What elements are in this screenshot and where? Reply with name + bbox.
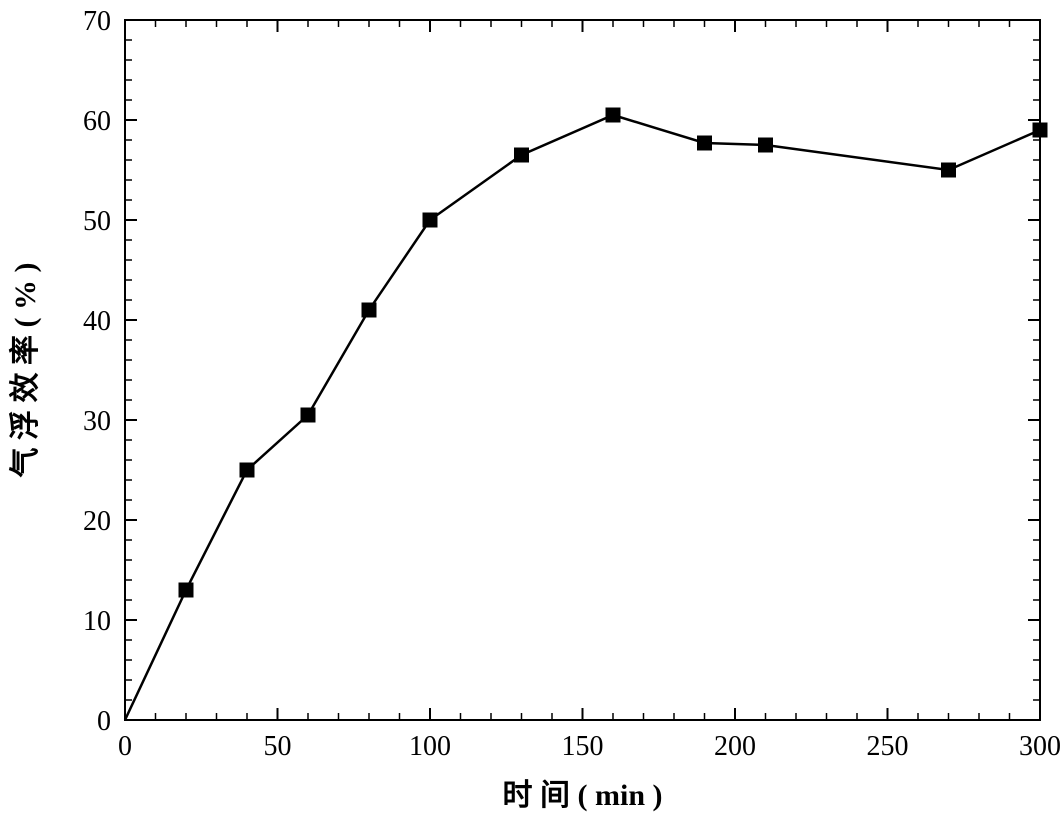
efficiency-vs-time-chart: 0 50 100 150 200 250 300 0 10 20 30 40 50 60 70 时 间 ( m…	[0, 0, 1063, 826]
data-marker	[759, 138, 773, 152]
y-tick-label: 70	[83, 6, 111, 37]
data-marker	[606, 108, 620, 122]
data-marker	[423, 213, 437, 227]
y-tick-label: 50	[83, 206, 111, 237]
y-tick-label: 60	[83, 106, 111, 137]
x-tick-label: 0	[118, 731, 132, 762]
y-tick-label: 10	[83, 606, 111, 637]
data-marker	[179, 583, 193, 597]
y-axis-title: 气 浮 效 率 ( % )	[9, 263, 42, 478]
x-tick-label: 200	[714, 731, 756, 762]
data-marker	[362, 303, 376, 317]
data-marker	[240, 463, 254, 477]
x-axis-title: 时 间 ( min )	[503, 779, 663, 812]
data-marker	[698, 136, 712, 150]
y-tick-label: 40	[83, 306, 111, 337]
y-tick-label: 20	[83, 506, 111, 537]
data-marker	[1033, 123, 1047, 137]
plot-frame	[125, 20, 1040, 720]
data-marker	[301, 408, 315, 422]
x-tick-label: 150	[562, 731, 604, 762]
series-line	[125, 115, 1040, 720]
data-marker	[515, 148, 529, 162]
x-tick-label: 50	[264, 731, 292, 762]
chart-svg: 0 50 100 150 200 250 300 0 10 20 30 40 50 60 70 时 间 ( m…	[0, 0, 1063, 826]
x-tick-label: 100	[409, 731, 451, 762]
data-marker	[942, 163, 956, 177]
x-tick-label: 250	[867, 731, 909, 762]
y-tick-label: 30	[83, 406, 111, 437]
x-tick-label: 300	[1019, 731, 1061, 762]
y-tick-label: 0	[97, 706, 111, 737]
